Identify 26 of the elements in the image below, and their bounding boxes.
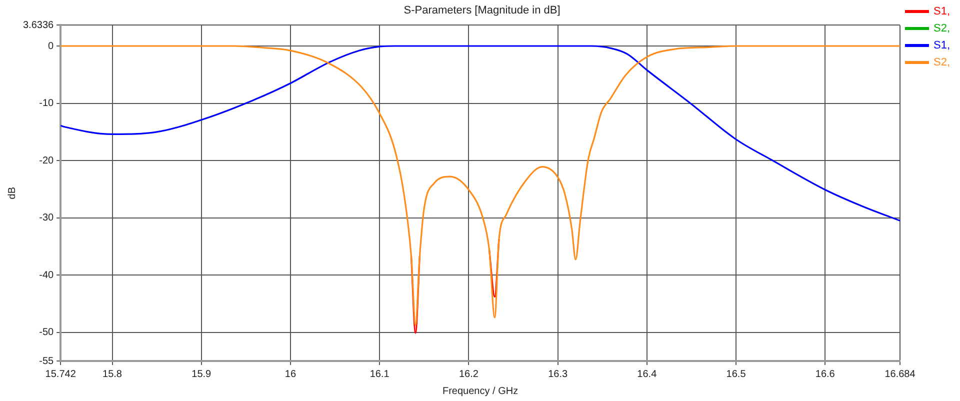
legend-label: S2, [933,22,950,35]
y-tick-label: -55 [39,356,54,367]
x-tick-label: 16.2 [458,368,479,380]
x-axis-title: Frequency / GHz [442,386,518,397]
y-tick-label: 0 [48,40,54,52]
y-tick-label: 3.6336 [22,20,54,31]
chart-title: S-Parameters [Magnitude in dB] [404,4,560,17]
x-tick-label: 16.3 [548,368,568,380]
legend-label: S1, [933,6,950,18]
y-tick-label: -30 [39,212,54,224]
x-tick-label: 15.9 [192,368,212,380]
x-tick-label: 16.6 [815,368,836,380]
y-tick-label: -10 [39,98,54,110]
y-tick-label: -50 [39,327,54,338]
x-tick-label: 16.684 [884,368,916,380]
legend-label: S2, [933,56,950,69]
y-tick-label: -20 [39,155,54,166]
x-tick-label: 16.1 [370,368,390,380]
x-tick-label: 15.8 [102,368,122,380]
y-tick-label: -40 [39,270,54,281]
x-tick-label: 15.742 [45,368,76,380]
y-axis-title: dB [6,186,18,200]
x-tick-label: 16 [284,368,296,380]
x-tick-label: 16.5 [726,368,746,380]
x-tick-label: 16.4 [637,368,658,380]
legend-label: S1, [933,40,950,52]
